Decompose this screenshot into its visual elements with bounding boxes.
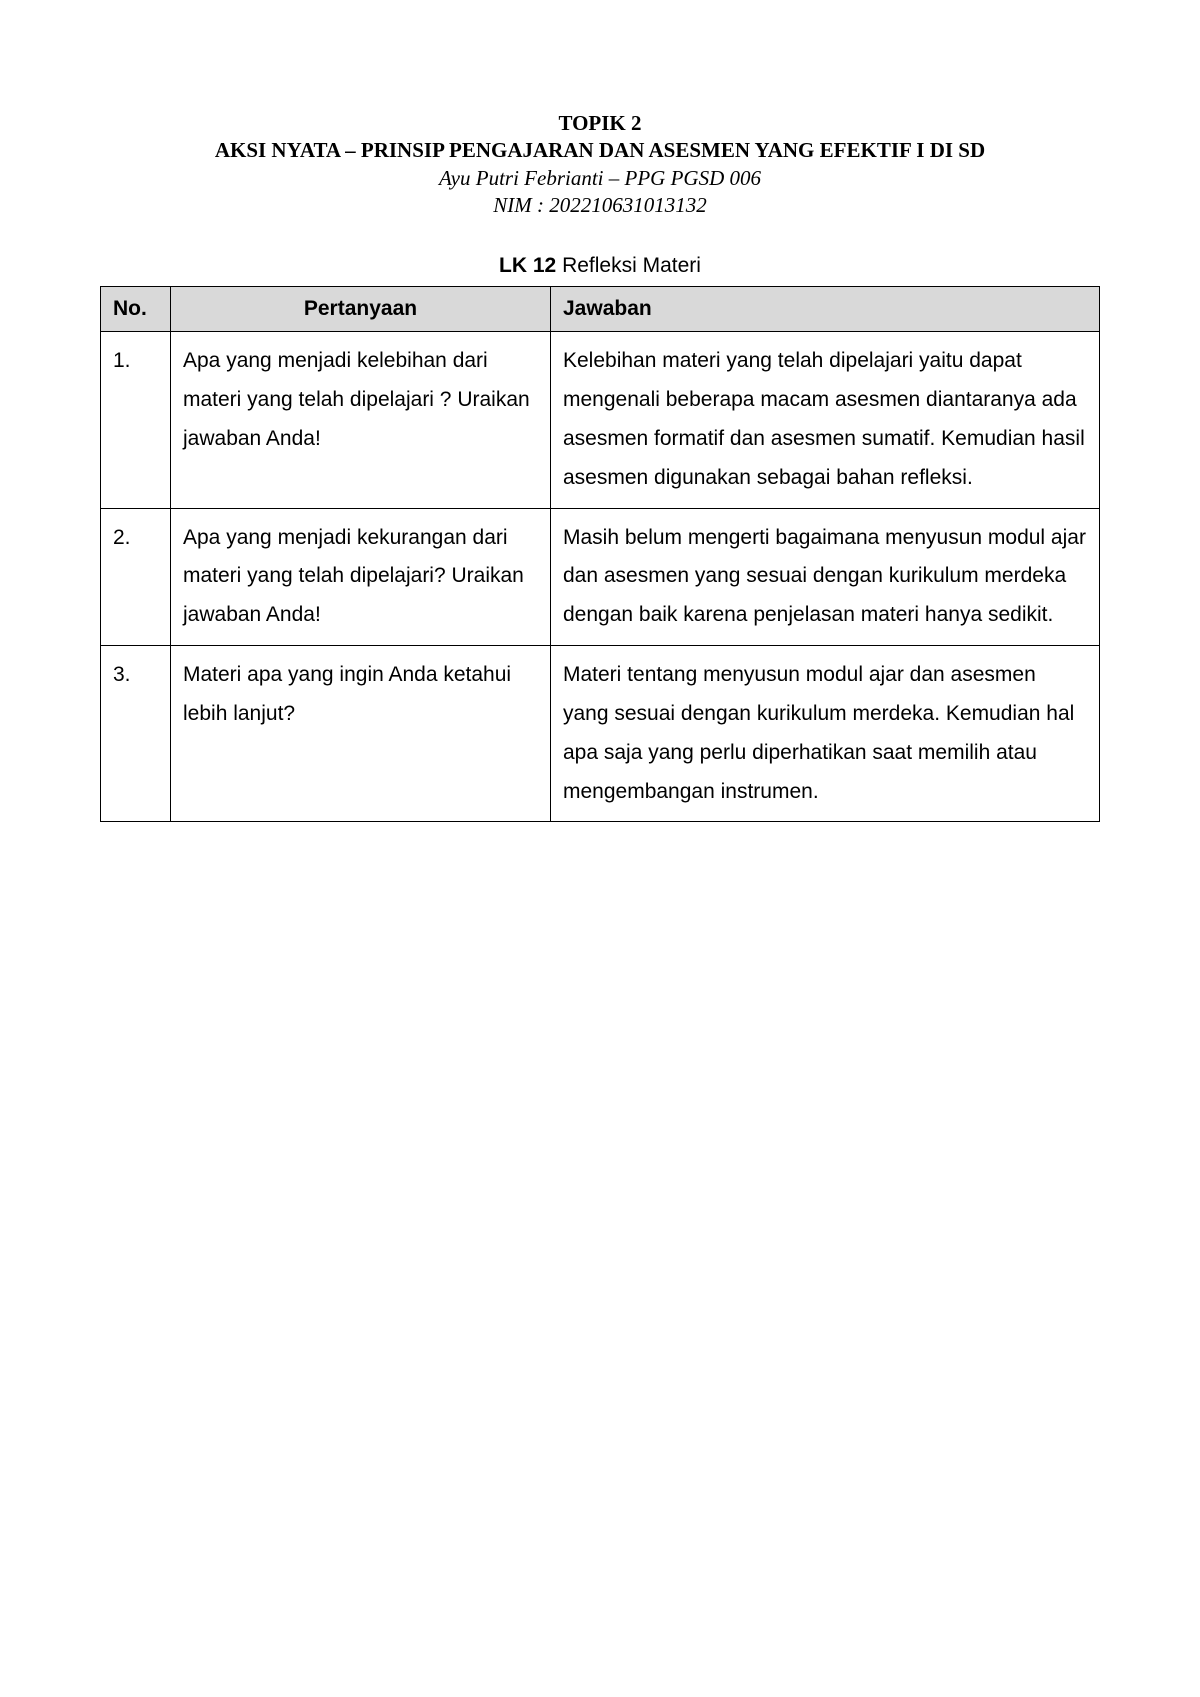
col-header-question: Pertanyaan <box>171 287 551 332</box>
table-row: 3. Materi apa yang ingin Anda ketahui le… <box>101 646 1100 822</box>
table-header-row: No. Pertanyaan Jawaban <box>101 287 1100 332</box>
cell-question: Apa yang menjadi kelebihan dari materi y… <box>171 332 551 508</box>
cell-answer: Kelebihan materi yang telah dipelajari y… <box>551 332 1100 508</box>
cell-question: Materi apa yang ingin Anda ketahui lebih… <box>171 646 551 822</box>
reflection-table: No. Pertanyaan Jawaban 1. Apa yang menja… <box>100 286 1100 822</box>
cell-answer: Materi tentang menyusun modul ajar dan a… <box>551 646 1100 822</box>
cell-no: 2. <box>101 508 171 646</box>
cell-no: 1. <box>101 332 171 508</box>
nim-line: NIM : 202210631013132 <box>100 192 1100 219</box>
table-caption: LK 12 Refleksi Materi <box>100 254 1100 278</box>
title-line: AKSI NYATA – PRINSIP PENGAJARAN DAN ASES… <box>100 137 1100 164</box>
table-row: 2. Apa yang menjadi kekurangan dari mate… <box>101 508 1100 646</box>
caption-rest: Refleksi Materi <box>556 254 701 277</box>
cell-answer: Masih belum mengerti bagaimana menyusun … <box>551 508 1100 646</box>
col-header-answer: Jawaban <box>551 287 1100 332</box>
cell-no: 3. <box>101 646 171 822</box>
cell-question: Apa yang menjadi kekurangan dari materi … <box>171 508 551 646</box>
document-header: TOPIK 2 AKSI NYATA – PRINSIP PENGAJARAN … <box>100 110 1100 219</box>
col-header-no: No. <box>101 287 171 332</box>
table-row: 1. Apa yang menjadi kelebihan dari mater… <box>101 332 1100 508</box>
caption-bold: LK 12 <box>499 254 556 277</box>
topic-line: TOPIK 2 <box>100 110 1100 137</box>
author-line: Ayu Putri Febrianti – PPG PGSD 006 <box>100 165 1100 192</box>
